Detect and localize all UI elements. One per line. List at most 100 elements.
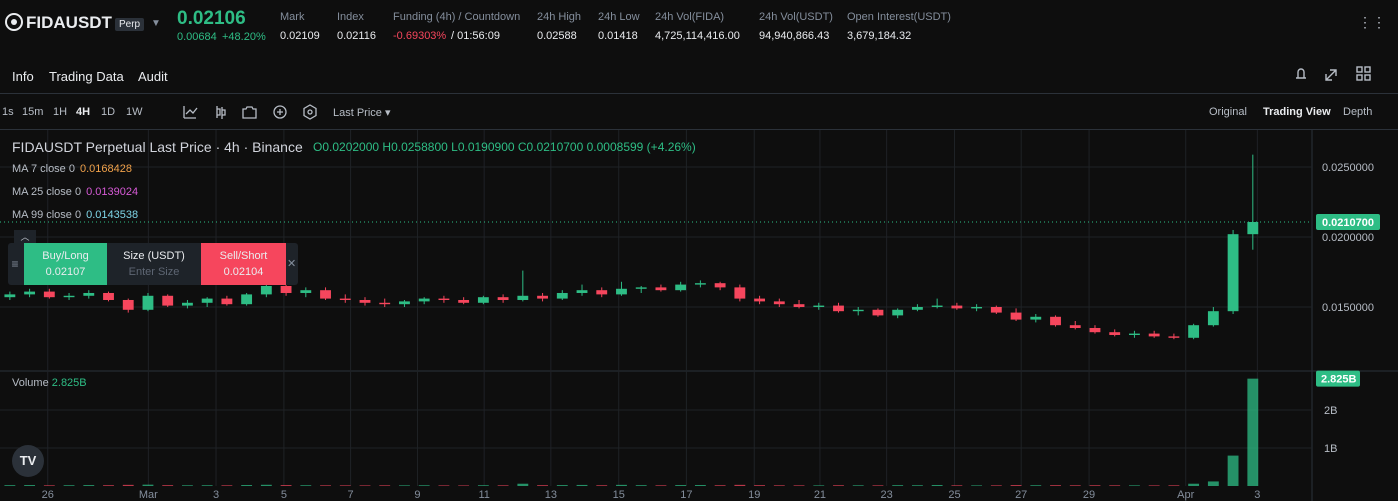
candle-body: [911, 306, 923, 310]
ma-name: MA 25 close 0: [12, 186, 82, 198]
candle-body: [280, 285, 292, 293]
volume-bar: [142, 484, 154, 486]
volume-bar: [103, 485, 114, 486]
more-menu[interactable]: ⋮⋮: [1358, 14, 1386, 30]
drag-handle[interactable]: ≡: [11, 257, 19, 271]
volume-bar: [655, 485, 667, 486]
candle-body: [1148, 333, 1160, 337]
volume-bar: [1069, 485, 1081, 486]
candle-body: [1168, 336, 1180, 338]
stat-value: 0.02116: [337, 30, 376, 42]
tab[interactable]: Audit: [138, 69, 168, 84]
stat-value: 4,725,114,416.00: [655, 30, 740, 42]
tv-logo[interactable]: TV: [12, 445, 44, 477]
price-type-label[interactable]: Last Price: [333, 107, 382, 119]
volume-bar: [833, 485, 844, 486]
volume-bar: [280, 485, 292, 486]
size-input[interactable]: Size (USDT) Enter Size: [107, 243, 201, 285]
candle-icon[interactable]: [216, 106, 226, 119]
candle-body: [537, 295, 548, 299]
settings-icon[interactable]: [303, 104, 317, 120]
volume-tick-label: 1B: [1324, 443, 1337, 455]
sell-button[interactable]: Sell/Short 0.02104: [201, 243, 286, 285]
candle-body: [1050, 316, 1061, 326]
volume-bar: [971, 485, 983, 486]
volume-bar: [990, 485, 1002, 486]
collapse-button[interactable]: ︿: [14, 230, 36, 243]
legend-ohlc: O0.0202000 H0.0258800 L0.0190900 C0.0210…: [313, 140, 696, 154]
candle-body: [63, 295, 75, 298]
interval[interactable]: 1H: [53, 106, 68, 118]
interval[interactable]: 1W: [126, 106, 143, 118]
candle-body: [4, 294, 16, 298]
x-tick-label: 11: [478, 489, 489, 501]
volume-bar: [1129, 485, 1140, 486]
candle-body: [793, 304, 805, 307]
view-option[interactable]: Original: [1209, 106, 1247, 118]
price-type[interactable]: Last Price ▾: [333, 107, 391, 119]
dropdown-caret[interactable]: ▼: [151, 18, 161, 29]
interval[interactable]: 15m: [22, 106, 44, 118]
view-option[interactable]: Depth: [1343, 106, 1373, 118]
x-tick-label: 5: [281, 489, 287, 501]
candle-body: [675, 284, 687, 291]
candle-body: [399, 301, 410, 305]
ma-value: 0.0143538: [86, 209, 139, 221]
candle-body: [1030, 316, 1042, 320]
expand-icon[interactable]: [1325, 69, 1337, 81]
tab[interactable]: Trading Data: [49, 69, 124, 84]
volume-bar: [260, 484, 272, 486]
volume-bar: [320, 485, 331, 486]
volume-bar: [477, 485, 489, 486]
candle-body: [260, 285, 272, 295]
volume-bar: [1168, 485, 1180, 486]
candle-body: [83, 292, 95, 296]
volume-bar: [399, 485, 410, 486]
volume-bar: [773, 485, 785, 486]
x-tick-label: Apr: [1177, 489, 1194, 501]
candle-body: [694, 283, 706, 285]
x-tick-label: 13: [545, 489, 557, 501]
volume-bar: [576, 484, 588, 486]
stat-value: 0.02588: [537, 30, 577, 42]
interval[interactable]: 1D: [101, 106, 116, 118]
bell-icon[interactable]: [1296, 68, 1306, 79]
volume-bar: [793, 485, 805, 486]
camera-icon[interactable]: [242, 106, 257, 119]
candle-body: [1227, 234, 1239, 312]
x-tick-label: 19: [748, 489, 760, 501]
layout-icon[interactable]: [1356, 66, 1371, 81]
volume-bar: [537, 485, 548, 486]
candle-body: [1207, 311, 1219, 326]
candle-body: [142, 295, 154, 310]
candle-body: [951, 305, 963, 309]
volume-bar: [852, 485, 864, 486]
y-tick-label: 0.0150000: [1322, 302, 1374, 314]
stat-label: 24h High: [537, 11, 582, 23]
candle-body: [990, 306, 1002, 313]
buy-button[interactable]: Buy/Long 0.02107: [24, 243, 107, 285]
indicator-icon[interactable]: [183, 106, 198, 119]
candle-body: [556, 292, 568, 299]
ma-row: MA 7 close 0 0.0168428: [12, 163, 132, 175]
symbol[interactable]: FIDAUSDT: [26, 13, 112, 32]
x-tick-label: 9: [414, 489, 420, 501]
volume-value: 2.825B: [51, 377, 87, 389]
add-icon[interactable]: [273, 105, 287, 119]
candle-body: [241, 294, 253, 305]
candle-body: [773, 301, 785, 305]
y-tick-label: 0.0200000: [1322, 232, 1374, 244]
volume-bar: [1089, 485, 1101, 486]
view-option[interactable]: Trading View: [1263, 106, 1331, 118]
volume-bar: [122, 484, 134, 486]
volume-bar: [83, 485, 95, 486]
volume-bar: [1030, 485, 1042, 486]
close-button[interactable]: ✕: [287, 258, 297, 270]
stat-label: 24h Vol(FIDA): [655, 11, 725, 23]
x-tick-label: 29: [1083, 489, 1095, 501]
tab[interactable]: Info: [12, 69, 34, 84]
candle-body: [1010, 312, 1022, 320]
interval[interactable]: 1s: [2, 106, 14, 118]
interval[interactable]: 4H: [76, 106, 91, 118]
